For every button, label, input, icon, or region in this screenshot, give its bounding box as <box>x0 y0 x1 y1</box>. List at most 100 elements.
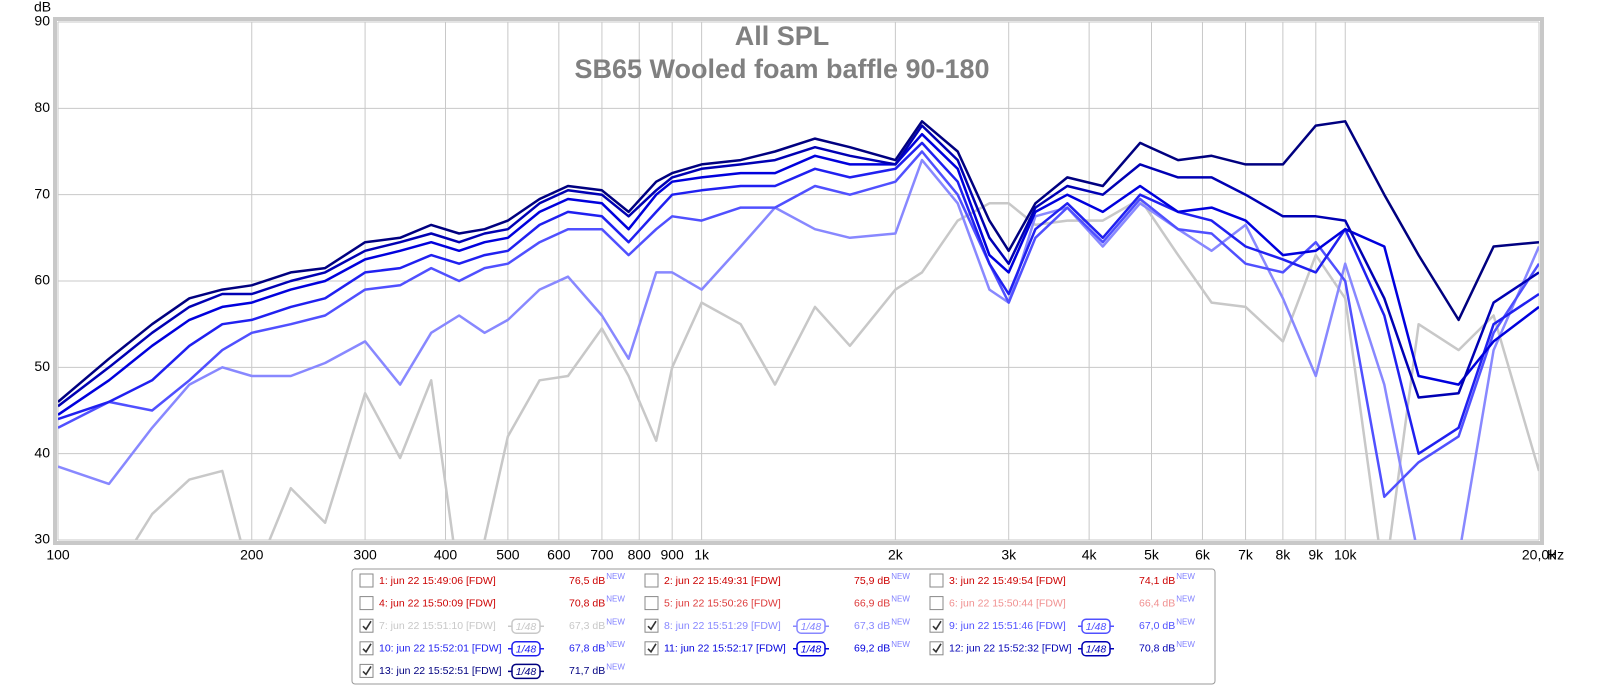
legend-entry: 7: jun 22 15:51:10 [FDW] <box>379 620 496 632</box>
legend-entry: 3: jun 22 15:49:54 [FDW] <box>949 575 1066 587</box>
legend-level: 67,3 dB <box>854 620 890 632</box>
x-axis-label: Hz <box>1547 547 1564 563</box>
check-mark <box>647 643 657 654</box>
legend-entry: 6: jun 22 15:50:44 [FDW] <box>949 597 1066 609</box>
check-mark <box>932 620 942 631</box>
legend-level: 76,5 dB <box>569 575 605 587</box>
grid <box>57 21 1540 541</box>
spl-curve <box>58 132 1539 416</box>
smoothing-label: 1/48 <box>801 644 822 656</box>
legend-entry: 10: jun 22 15:52:01 [FDW] <box>379 643 502 655</box>
legend-entry: 13: jun 22 15:52:51 [FDW] <box>379 665 502 677</box>
legend-checkbox[interactable] <box>644 573 659 588</box>
legend: 1: jun 22 15:49:06 [FDW] 76,5 dB NEW 2: jun… <box>359 572 1195 680</box>
spl-curve <box>58 120 1539 403</box>
x-tick-label: 900 <box>660 547 684 563</box>
x-tick-label: 10k <box>1334 547 1358 563</box>
smoothing-badge <box>796 618 826 634</box>
x-tick-label: 9k <box>1308 547 1324 563</box>
x-tick-label: 5k <box>1144 547 1160 563</box>
legend-checkbox[interactable] <box>929 596 944 611</box>
legend-entry: 12: jun 22 15:52:32 [FDW] <box>949 643 1072 655</box>
legend-checkbox[interactable] <box>644 596 659 611</box>
legend-entry: 5: jun 22 15:50:26 [FDW] <box>664 597 781 609</box>
x-tick-label: 2k <box>888 547 904 563</box>
legend-level: 74,1 dB <box>1139 575 1175 587</box>
legend-entry: 9: jun 22 15:51:46 [FDW] <box>949 620 1066 632</box>
legend-level: 67,8 dB <box>569 643 605 655</box>
smoothing-label: 1/48 <box>516 644 537 656</box>
legend-checkbox[interactable] <box>929 641 944 656</box>
x-tick-label: 1k <box>694 547 710 563</box>
check-mark <box>932 643 942 654</box>
x-tick-label: 600 <box>547 547 571 563</box>
x-tick-label: 800 <box>628 547 652 563</box>
legend-tag: NEW <box>606 595 625 604</box>
legend-checkbox[interactable] <box>644 618 659 633</box>
legend-level: 71,7 dB <box>569 665 605 677</box>
legend-tag: NEW <box>891 640 910 649</box>
legend-level: 67,3 dB <box>569 620 605 632</box>
chart-title: All SPL <box>735 21 830 51</box>
legend-box <box>351 568 1216 685</box>
spl-curve <box>58 124 1539 408</box>
check-mark <box>647 620 657 631</box>
legend-checkbox[interactable] <box>359 618 374 633</box>
legend-entry: 1: jun 22 15:49:06 [FDW] <box>379 575 496 587</box>
legend-tag: NEW <box>1176 572 1195 581</box>
smoothing-label: 1/48 <box>516 666 537 678</box>
check-mark <box>362 620 372 631</box>
legend-tag: NEW <box>606 663 625 672</box>
check-mark <box>362 643 372 654</box>
smoothing-badge <box>511 618 541 634</box>
legend-checkbox[interactable] <box>359 663 374 678</box>
legend-checkbox[interactable] <box>929 573 944 588</box>
legend-checkbox[interactable] <box>359 596 374 611</box>
x-tick-label: 700 <box>590 547 614 563</box>
legend-tag: NEW <box>1176 617 1195 626</box>
legend-tag: NEW <box>891 572 910 581</box>
y-tick-label: 60 <box>34 272 50 288</box>
legend-entry: 11: jun 22 15:52:17 [FDW] <box>664 643 786 655</box>
legend-entry: 4: jun 22 15:50:09 [FDW] <box>379 597 496 609</box>
legend-checkbox[interactable] <box>359 641 374 656</box>
legend-tag: NEW <box>606 640 625 649</box>
smoothing-badge <box>511 663 541 680</box>
smoothing-badge <box>796 641 826 657</box>
legend-tag: NEW <box>1176 640 1195 649</box>
check-mark <box>362 665 372 676</box>
x-tick-label: 6k <box>1195 547 1211 563</box>
spl-curve <box>134 197 1539 540</box>
smoothing-label: 1/48 <box>1086 644 1107 656</box>
x-tick-label: 7k <box>1238 547 1254 563</box>
legend-tag: NEW <box>606 572 625 581</box>
smoothing-badge <box>1081 618 1111 634</box>
smoothing-badge <box>511 641 541 657</box>
y-axis-label: dB <box>34 0 51 15</box>
x-tick-label: 8k <box>1275 547 1291 563</box>
legend-checkbox[interactable] <box>644 641 659 656</box>
spl-curve <box>58 150 1539 499</box>
legend-level: 66,4 dB <box>1139 597 1175 609</box>
legend-level: 66,9 dB <box>854 597 890 609</box>
x-tick-label: 200 <box>240 547 264 563</box>
chart-subtitle: SB65 Wooled foam baffle 90-180 <box>574 54 989 84</box>
smoothing-label: 1/48 <box>516 621 537 633</box>
y-tick-label: 90 <box>34 13 50 29</box>
legend-level: 70,8 dB <box>569 597 605 609</box>
smoothing-label: 1/48 <box>801 621 822 633</box>
y-tick-label: 50 <box>34 358 50 374</box>
x-tick-label: 3k <box>1001 547 1017 563</box>
legend-tag: NEW <box>1176 595 1195 604</box>
legend-checkbox[interactable] <box>359 573 374 588</box>
y-tick-label: 30 <box>34 531 50 547</box>
legend-level: 70,8 dB <box>1139 643 1175 655</box>
curves <box>58 120 1539 540</box>
legend-checkbox[interactable] <box>929 618 944 633</box>
legend-level: 69,2 dB <box>854 643 890 655</box>
legend-tag: NEW <box>891 617 910 626</box>
y-tick-label: 40 <box>34 444 50 460</box>
legend-level: 67,0 dB <box>1139 620 1175 632</box>
legend-entry: 8: jun 22 15:51:29 [FDW] <box>664 620 781 632</box>
